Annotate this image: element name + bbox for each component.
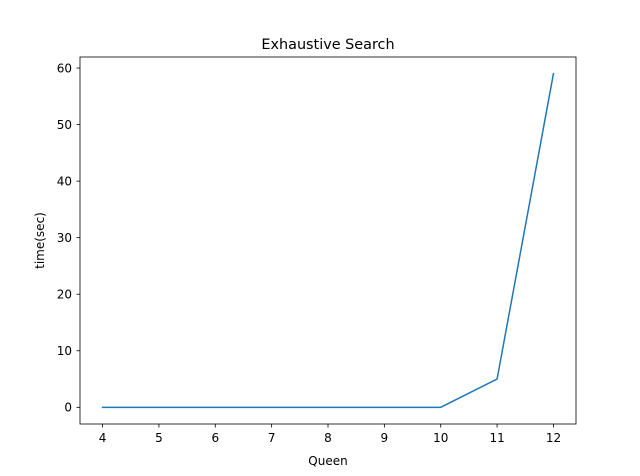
y-tick-label: 10 [57,344,72,358]
y-tick-label: 30 [57,231,72,245]
x-tick-label: 5 [155,431,163,445]
y-tick-label: 0 [64,401,72,415]
y-tick-label: 50 [57,118,72,132]
x-axis-label: Queen [308,454,347,468]
y-tick-label: 40 [57,174,72,188]
chart-title: Exhaustive Search [261,37,394,53]
x-tick-label: 8 [324,431,332,445]
plot-area [101,72,555,409]
x-tick-label: 7 [268,431,276,445]
y-axis: 0 10 20 30 40 50 60 [57,61,80,415]
x-tick-label: 12 [546,431,561,445]
y-tick-label: 20 [57,288,72,302]
y-tick-label: 60 [57,61,72,75]
x-tick-label: 6 [211,431,219,445]
x-axis: 4 5 6 7 8 9 10 11 12 [99,424,561,445]
x-tick-label: 4 [99,431,107,445]
x-tick-label: 10 [433,431,448,445]
x-tick-label: 9 [381,431,389,445]
y-axis-label: time(sec) [33,212,47,269]
x-tick-label: 11 [489,431,504,445]
series-line [101,72,555,409]
